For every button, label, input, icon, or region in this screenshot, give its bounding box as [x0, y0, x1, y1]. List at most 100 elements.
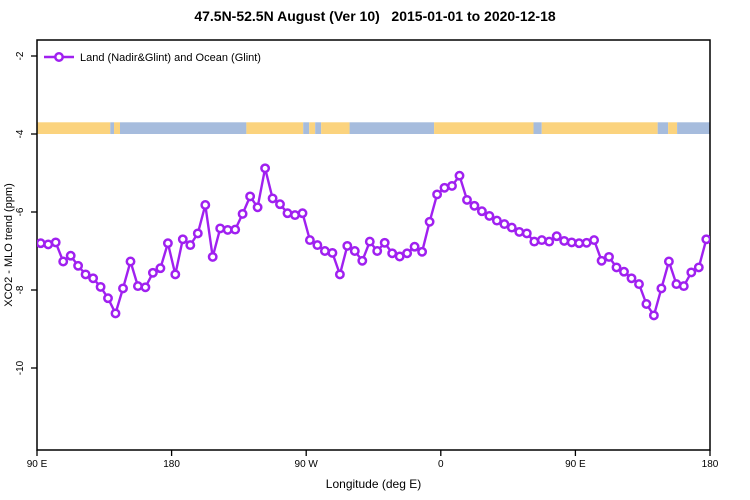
data-point-marker: [349, 246, 360, 256]
data-point-marker: [663, 256, 674, 267]
data-point-marker: [290, 210, 300, 221]
data-point-marker: [521, 228, 532, 239]
data-point-marker: [417, 246, 428, 257]
data-point-marker: [342, 240, 353, 251]
data-point-marker: [551, 231, 562, 242]
data-point-marker: [327, 247, 338, 258]
data-point-marker: [484, 210, 495, 221]
data-point-marker: [118, 283, 128, 294]
legend-marker-icon: [54, 52, 64, 62]
strip-segment-ocean: [315, 122, 322, 134]
data-point-marker: [185, 240, 196, 251]
strip-segment-ocean: [120, 122, 247, 134]
y-tick-label: -4: [15, 129, 26, 138]
data-point-marker: [334, 269, 345, 280]
y-axis-label: XCO2 - MLO trend (ppm): [3, 183, 15, 306]
data-point-marker: [312, 240, 323, 251]
data-point-marker: [177, 234, 188, 245]
data-point-marker: [701, 234, 710, 245]
data-point-marker: [237, 208, 248, 219]
data-point-marker: [491, 215, 502, 226]
data-point-marker: [506, 222, 517, 233]
data-point-marker: [88, 273, 99, 284]
data-point-marker: [372, 246, 383, 256]
data-point-marker: [529, 236, 540, 247]
strip-segment-ocean: [110, 122, 115, 134]
legend-label: Land (Nadir&Glint) and Ocean (Glint): [80, 52, 261, 64]
data-point-marker: [641, 299, 652, 309]
strip-segment-ocean: [303, 122, 310, 134]
data-point-marker: [656, 283, 667, 294]
data-point-marker: [379, 237, 390, 248]
data-point-marker: [319, 246, 330, 256]
data-point-marker: [462, 194, 472, 205]
data-point-marker: [514, 226, 525, 237]
strip-segment-land: [114, 122, 121, 134]
data-point-marker: [80, 269, 91, 280]
data-point-marker: [439, 182, 450, 193]
x-tick-label: 90 E: [27, 459, 48, 470]
data-point-marker: [589, 235, 600, 246]
data-point-marker: [364, 236, 375, 247]
data-point-marker: [162, 238, 173, 249]
legend: Land (Nadir&Glint) and Ocean (Glint): [44, 52, 261, 64]
data-point-marker: [619, 266, 629, 277]
strip-segment-land: [668, 122, 678, 134]
data-point-marker: [544, 236, 555, 247]
data-point-marker: [252, 202, 263, 213]
y-tick-label: -2: [15, 51, 26, 60]
data-point-marker: [678, 281, 689, 292]
data-point-marker: [626, 273, 637, 284]
y-tick-label: -6: [15, 207, 26, 216]
data-point-marker: [469, 200, 480, 211]
data-point-marker: [447, 180, 457, 191]
strip-segment-land: [434, 122, 534, 134]
x-tick-label: 90 W: [295, 459, 319, 470]
y-tick-label: -8: [15, 285, 26, 294]
data-point-marker: [432, 189, 443, 200]
strip-segment-ocean: [349, 122, 435, 134]
data-point-marker: [230, 224, 241, 235]
data-series: [37, 163, 710, 321]
strip-segment-land: [246, 122, 304, 134]
land-ocean-strip: [37, 122, 710, 134]
data-point-marker: [267, 193, 278, 204]
strip-segment-land: [37, 122, 111, 134]
data-point-marker: [37, 238, 46, 249]
chart-title: 47.5N-52.5N August (Ver 10) 2015-01-01 t…: [194, 8, 556, 24]
data-point-marker: [155, 263, 166, 274]
data-point-marker: [170, 269, 181, 280]
x-tick-label: 0: [438, 459, 444, 470]
data-point-marker: [95, 281, 106, 292]
x-tick-label: 180: [163, 459, 180, 470]
data-point-marker: [604, 251, 614, 262]
x-tick-label: 90 E: [565, 459, 586, 470]
y-tick-label: -10: [15, 360, 26, 375]
data-point-marker: [648, 310, 659, 321]
data-point-marker: [245, 191, 256, 202]
data-point-marker: [297, 208, 308, 219]
strip-segment-land: [321, 122, 350, 134]
data-point-marker: [476, 206, 487, 217]
strip-segment-land: [309, 122, 316, 134]
data-point-marker: [260, 163, 271, 174]
data-point-marker: [132, 281, 143, 292]
data-point-marker: [50, 237, 61, 248]
data-point-marker: [304, 235, 315, 246]
x-axis-label: Longitude (deg E): [326, 477, 421, 491]
data-point-marker: [73, 260, 84, 271]
data-point-marker: [424, 216, 435, 227]
data-point-marker: [387, 248, 398, 259]
data-point-marker: [192, 228, 203, 239]
data-point-marker: [611, 262, 622, 273]
data-point-marker: [207, 251, 218, 262]
data-point-marker: [200, 200, 211, 210]
data-point-marker: [147, 267, 158, 278]
data-point-marker: [559, 235, 570, 246]
data-point-marker: [140, 282, 151, 293]
data-point-marker: [103, 293, 113, 304]
strip-segment-ocean: [677, 122, 710, 134]
data-point-marker: [215, 223, 226, 234]
